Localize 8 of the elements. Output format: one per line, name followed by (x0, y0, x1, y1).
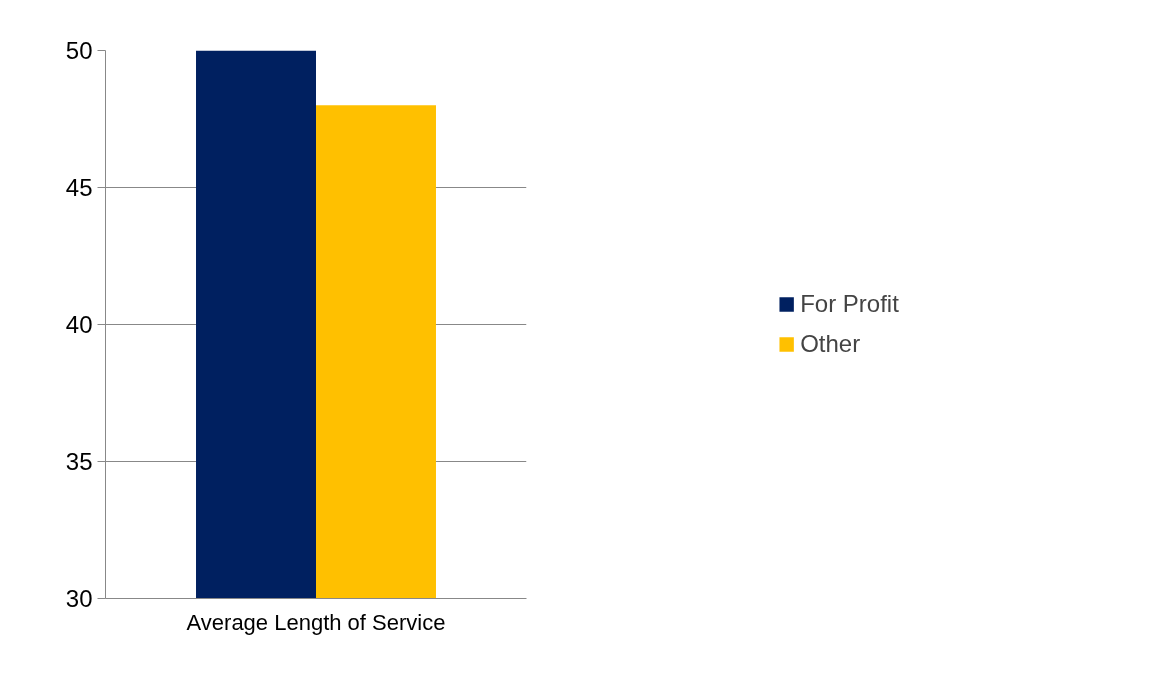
y-tick-label: 35 (65, 448, 93, 475)
legend-label: Other (800, 330, 861, 358)
legend-label: For Profit (800, 290, 899, 318)
y-tick-label: 45 (65, 174, 93, 201)
y-tick-label: 40 (65, 311, 93, 338)
y-tick-label: 50 (65, 37, 93, 64)
y-tick-label: 30 (65, 585, 93, 612)
x-tick-label: Average Length of Service (186, 609, 446, 635)
